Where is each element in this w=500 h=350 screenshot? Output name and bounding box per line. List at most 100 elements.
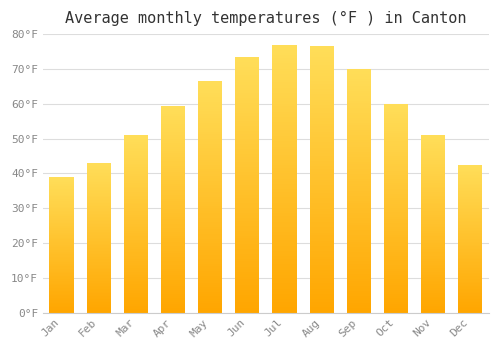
Bar (198, 141, 222, 144)
Bar (236, 67, 260, 70)
Bar (421, 304, 445, 306)
Bar (272, 93, 296, 96)
Bar (421, 185, 445, 187)
Bar (347, 295, 371, 298)
Bar (124, 156, 148, 158)
Bar (310, 219, 334, 222)
Bar (384, 290, 408, 292)
Bar (272, 96, 296, 98)
Bar (458, 197, 482, 199)
Bar (124, 170, 148, 173)
Bar (347, 259, 371, 261)
Bar (236, 277, 260, 279)
Bar (50, 266, 74, 268)
Bar (198, 234, 222, 236)
Bar (421, 199, 445, 201)
Bar (161, 290, 185, 292)
Bar (50, 214, 74, 215)
Bar (310, 94, 334, 97)
Bar (421, 277, 445, 279)
Bar (384, 202, 408, 204)
Bar (384, 148, 408, 150)
Bar (384, 206, 408, 208)
Bar (347, 291, 371, 293)
Bar (161, 112, 185, 114)
Bar (421, 135, 445, 137)
Bar (236, 105, 260, 108)
Bar (236, 159, 260, 162)
Bar (458, 228, 482, 230)
Bar (458, 231, 482, 233)
Bar (347, 242, 371, 244)
Bar (236, 62, 260, 64)
Bar (458, 292, 482, 293)
Bar (421, 245, 445, 247)
Bar (236, 274, 260, 277)
Bar (198, 125, 222, 127)
Bar (86, 221, 111, 223)
Bar (198, 114, 222, 116)
Bar (236, 190, 260, 193)
Bar (86, 176, 111, 178)
Bar (458, 310, 482, 311)
Bar (384, 183, 408, 185)
Bar (272, 195, 296, 197)
Bar (198, 306, 222, 308)
Bar (458, 255, 482, 257)
Bar (124, 144, 148, 146)
Bar (384, 204, 408, 206)
Bar (50, 234, 74, 235)
Bar (421, 156, 445, 158)
Bar (272, 128, 296, 131)
Bar (198, 86, 222, 88)
Bar (124, 249, 148, 251)
Bar (310, 278, 334, 281)
Bar (384, 306, 408, 308)
Bar (347, 91, 371, 93)
Bar (347, 228, 371, 230)
Bar (50, 249, 74, 250)
Bar (236, 228, 260, 231)
Bar (421, 274, 445, 275)
Bar (384, 281, 408, 284)
Bar (198, 127, 222, 130)
Bar (458, 216, 482, 218)
Bar (161, 114, 185, 116)
Bar (124, 291, 148, 293)
Bar (124, 153, 148, 155)
Bar (384, 284, 408, 286)
Bar (124, 234, 148, 236)
Bar (272, 238, 296, 240)
Bar (310, 228, 334, 230)
Bar (310, 281, 334, 284)
Bar (347, 142, 371, 145)
Bar (458, 200, 482, 202)
Bar (310, 140, 334, 142)
Bar (421, 238, 445, 240)
Bar (50, 262, 74, 264)
Bar (161, 122, 185, 124)
Bar (236, 123, 260, 126)
Bar (384, 239, 408, 241)
Bar (50, 203, 74, 204)
Bar (198, 280, 222, 282)
Bar (272, 291, 296, 294)
Bar (198, 183, 222, 186)
Bar (161, 253, 185, 255)
Bar (124, 275, 148, 277)
Bar (310, 201, 334, 203)
Bar (50, 178, 74, 180)
Bar (421, 251, 445, 252)
Bar (458, 308, 482, 310)
Bar (236, 88, 260, 90)
Bar (50, 182, 74, 184)
Bar (384, 262, 408, 265)
Bar (124, 201, 148, 203)
Bar (458, 304, 482, 305)
Bar (124, 231, 148, 233)
Bar (124, 149, 148, 151)
Bar (384, 273, 408, 275)
Bar (310, 249, 334, 251)
Bar (236, 90, 260, 93)
Bar (310, 243, 334, 246)
